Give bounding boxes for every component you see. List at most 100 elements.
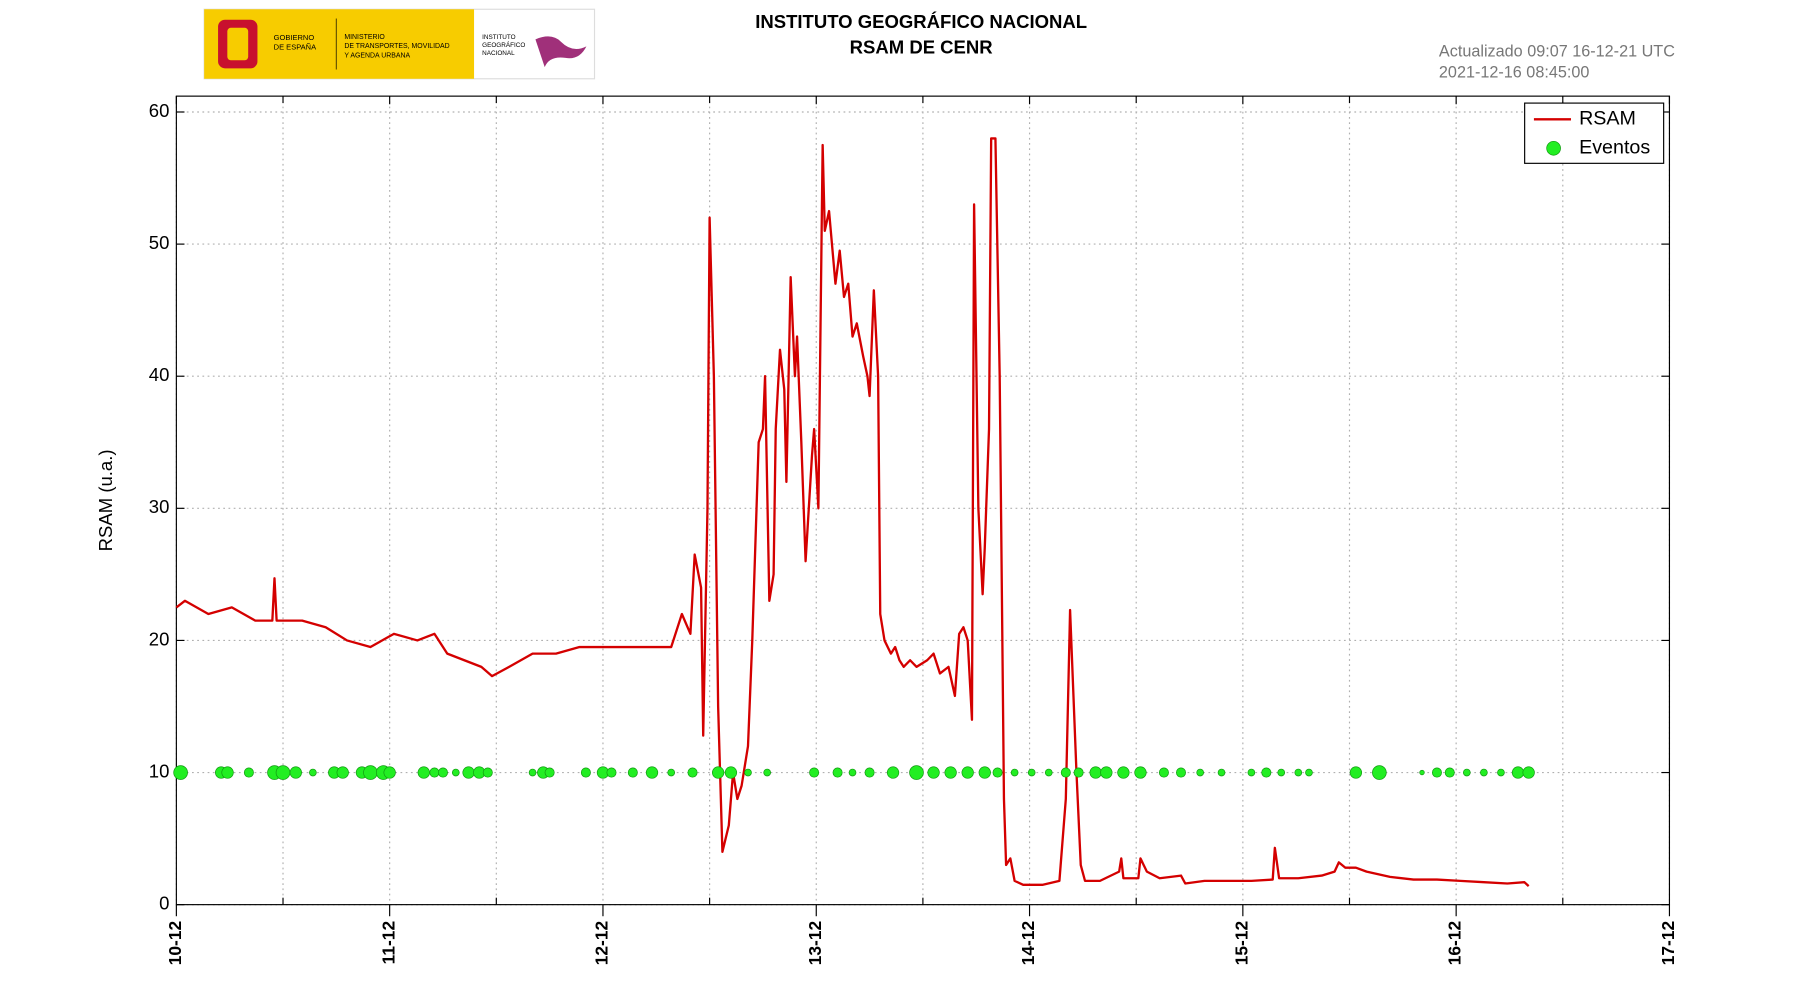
logo-text: MINISTERIO	[344, 34, 385, 41]
legend-box	[1524, 102, 1665, 164]
event-dot	[482, 767, 493, 778]
x-tick-label: 15-12	[1231, 921, 1251, 965]
logo-ign-mark	[535, 36, 587, 68]
legend-swatch	[1546, 140, 1561, 156]
event-dot	[711, 766, 725, 779]
event-dot	[1372, 765, 1387, 780]
event-dot	[927, 766, 940, 779]
event-dot	[1073, 767, 1084, 778]
event-dot	[848, 768, 857, 777]
event-dot	[1176, 767, 1186, 778]
event-dot	[544, 767, 555, 778]
event-dot	[1444, 767, 1455, 778]
event-dot	[243, 767, 254, 778]
subtitle: RSAM DE CENR	[850, 37, 993, 58]
x-tick-label: 10-12	[165, 921, 185, 965]
event-dot	[1294, 768, 1303, 777]
event-dot	[1480, 768, 1488, 777]
event-dot	[438, 767, 448, 778]
event-dot	[944, 766, 957, 779]
event-dot	[417, 766, 430, 779]
event-dot	[687, 767, 698, 778]
event-dot	[1089, 766, 1102, 779]
event-dot	[744, 768, 752, 777]
event-dot	[763, 768, 772, 777]
event-dot	[383, 766, 396, 779]
event-dot	[645, 766, 659, 779]
event-dot	[429, 767, 440, 778]
y-tick-label: 40	[149, 364, 170, 385]
event-dot	[1158, 767, 1169, 778]
event-dot	[462, 766, 475, 779]
event-dot	[1010, 768, 1019, 777]
logo-text: INSTITUTO	[482, 34, 515, 41]
y-tick-label: 20	[149, 628, 170, 649]
legend-label: Eventos	[1579, 136, 1650, 158]
title: INSTITUTO GEOGRÁFICO NACIONAL	[755, 11, 1087, 32]
event-dot	[580, 767, 591, 778]
event-dot	[1060, 767, 1071, 778]
plot-frame	[175, 95, 1671, 906]
logo-crest-inner	[227, 27, 249, 61]
y-axis-label: RSAM (u.a.)	[95, 449, 116, 551]
y-tick-label: 60	[149, 100, 170, 121]
event-dot	[221, 766, 234, 779]
event-dot	[451, 768, 460, 777]
logo-text: GOBIERNO	[274, 33, 315, 42]
event-dot	[1349, 766, 1363, 779]
event-dot	[992, 767, 1003, 778]
logo-text: NACIONAL	[482, 50, 515, 57]
event-dot	[1522, 766, 1535, 779]
event-dot	[832, 767, 843, 778]
event-dot	[864, 767, 875, 778]
y-tick-label: 30	[149, 496, 170, 517]
event-dot	[886, 766, 900, 779]
x-tick-label: 12-12	[592, 921, 612, 965]
y-tick-label: 0	[159, 893, 169, 914]
logo-text: GEOGRÁFICO	[482, 40, 525, 49]
event-dot	[528, 768, 537, 777]
logo-text: Y AGENDA URBANA	[344, 52, 410, 59]
event-dot	[978, 766, 991, 779]
event-dot	[1044, 768, 1053, 777]
event-dot	[173, 765, 188, 780]
event-dot	[1462, 768, 1471, 777]
event-dot	[961, 766, 974, 779]
event-dot	[627, 767, 638, 778]
x-tick-label: 16-12	[1445, 921, 1465, 965]
event-dot	[309, 768, 317, 777]
timestamp: 2021-12-16 08:45:00	[1439, 63, 1589, 81]
event-dot	[1419, 769, 1425, 776]
updated: Actualizado 09:07 16-12-21 UTC	[1439, 42, 1675, 60]
event-dot	[1217, 768, 1226, 777]
event-dot	[1100, 766, 1113, 779]
event-dot	[809, 767, 820, 778]
event-dot	[275, 765, 291, 780]
x-tick-label: 13-12	[805, 921, 825, 965]
event-dot	[1431, 767, 1442, 778]
event-dot	[363, 765, 378, 780]
logo-text: DE TRANSPORTES, MOVILIDAD	[344, 43, 449, 50]
event-dot	[1196, 768, 1205, 777]
event-dot	[289, 766, 302, 779]
event-dot	[667, 768, 676, 777]
event-dot	[1134, 766, 1147, 779]
event-dot	[909, 765, 924, 780]
event-dot	[1247, 768, 1256, 777]
event-dot	[1261, 767, 1272, 778]
event-dot	[724, 766, 738, 779]
logo: GOBIERNO DE ESPAÑA MINISTERIO DE TRANSPO…	[203, 8, 596, 80]
event-dot	[1117, 766, 1130, 779]
y-tick-label: 50	[149, 232, 170, 253]
event-dot	[1277, 768, 1286, 777]
event-dot	[1511, 766, 1525, 779]
event-dot	[606, 767, 617, 778]
x-tick-label: 17-12	[1658, 921, 1678, 965]
event-dot	[1027, 768, 1036, 777]
event-dot	[1305, 768, 1313, 777]
x-tick-label: 11-12	[378, 921, 398, 964]
legend-label: RSAM	[1579, 108, 1636, 130]
event-dot	[336, 766, 349, 779]
